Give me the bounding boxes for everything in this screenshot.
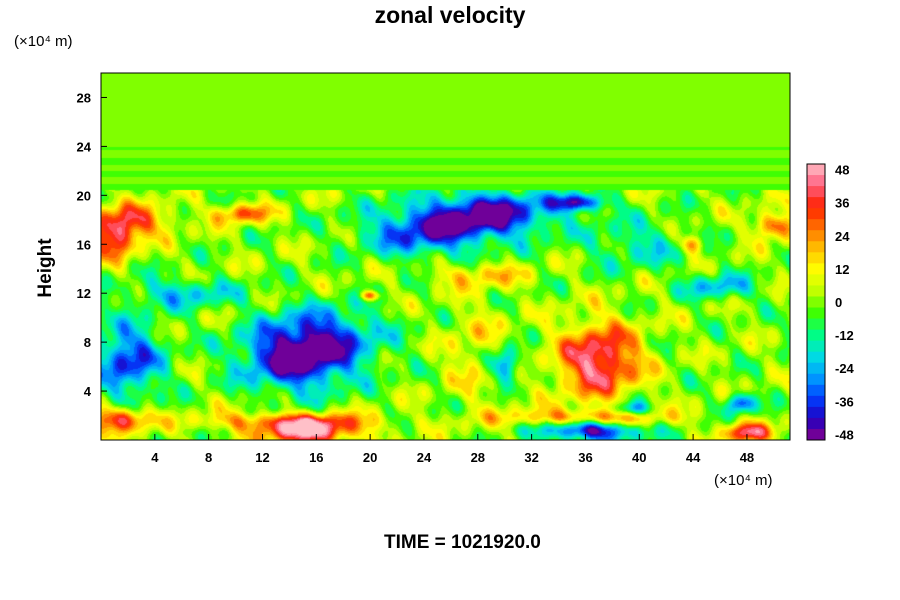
colorbar-swatch (807, 340, 825, 353)
colorbar-swatch (807, 395, 825, 408)
colorbar-swatch (807, 307, 825, 320)
x-tick-label: 28 (471, 450, 485, 465)
x-tick-label: 32 (524, 450, 538, 465)
y-tick-label: 20 (77, 188, 91, 203)
colorbar-swatch (807, 208, 825, 220)
y-tick-label: 4 (84, 384, 92, 399)
time-label: TIME = 1021920.0 (384, 532, 541, 553)
colorbar-swatch (807, 362, 825, 375)
colorbar-swatch (807, 285, 825, 297)
x-tick-label: 8 (205, 450, 212, 465)
colorbar-tick-label: 48 (835, 163, 849, 178)
colorbar-tick-label: 36 (835, 196, 849, 211)
x-axis-unit: (×10⁴ m) (714, 472, 773, 489)
colorbar-tick-label: -12 (835, 328, 854, 343)
x-tick-label: 24 (417, 450, 432, 465)
x-tick-label: 16 (309, 450, 323, 465)
colorbar-swatch (807, 384, 825, 397)
x-tick-label: 20 (363, 450, 377, 465)
x-tick-label: 44 (686, 450, 701, 465)
y-axis-ticks: 4 8 12 16 20 24 28 (77, 90, 107, 399)
colorbar-swatch (807, 329, 825, 342)
x-tick-label: 36 (578, 450, 592, 465)
plot-area (100, 72, 791, 441)
x-tick-label: 48 (740, 450, 754, 465)
colorbar-swatch (807, 351, 825, 364)
colorbar-tick-label: -36 (835, 394, 854, 409)
y-tick-label: 12 (77, 286, 91, 301)
colorbar-swatch (807, 164, 825, 176)
colorbar-swatch (807, 252, 825, 264)
x-axis-ticks: 4 8 12 16 20 24 28 32 36 40 44 48 (151, 434, 754, 465)
colorbar-swatch (807, 219, 825, 231)
colorbar-swatch (807, 197, 825, 209)
colorbar-swatch (807, 175, 825, 187)
colorbar-tick-label: 12 (835, 262, 849, 277)
colorbar-tick-label: 24 (835, 229, 850, 244)
colorbar-swatch (807, 417, 825, 430)
colorbar-tick-label: -48 (835, 427, 854, 442)
colorbar-swatch (807, 318, 825, 331)
velocity-field (101, 73, 790, 440)
colorbar-swatch (807, 230, 825, 242)
y-tick-label: 28 (77, 90, 91, 105)
plot-frame (100, 72, 791, 441)
x-tick-label: 4 (151, 450, 159, 465)
colorbar-swatch (807, 241, 825, 253)
colorbar-swatch (807, 263, 825, 275)
colorbar: 48 36 24 12 0 -12 -24 -36 -48 (806, 163, 855, 442)
colorbar-tick-label: 0 (835, 295, 842, 310)
colorbar-frame (806, 163, 826, 441)
colorbar-swatch (807, 274, 825, 286)
colorbar-swatch (807, 186, 825, 198)
y-tick-label: 16 (77, 237, 91, 252)
y-tick-label: 24 (77, 139, 92, 154)
colorbar-swatch (807, 406, 825, 419)
colorbar-swatch (807, 296, 825, 309)
x-tick-label: 12 (255, 450, 269, 465)
y-axis-unit: (×10⁴ m) (14, 33, 73, 50)
chart-title: zonal velocity (374, 2, 526, 28)
colorbar-tick-label: -24 (835, 361, 855, 376)
x-tick-label: 40 (632, 450, 646, 465)
colorbar-swatch (807, 428, 825, 441)
y-tick-label: 8 (84, 335, 91, 350)
colorbar-swatch (807, 373, 825, 386)
